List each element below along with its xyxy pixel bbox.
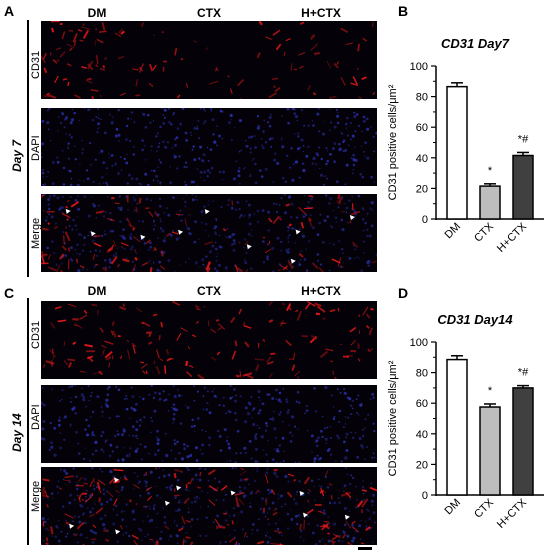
y-tick-label: 0 xyxy=(422,490,428,502)
panel-letter-c: C xyxy=(4,285,15,301)
y-axis-label: CD31 positive cells/μm² xyxy=(387,360,399,476)
y-tick-label: 40 xyxy=(416,429,428,441)
x-tick-label: H+CTX xyxy=(495,220,530,255)
day7-cd31-ctx-image xyxy=(153,21,265,99)
day14-dapi-ctx-image xyxy=(153,385,265,463)
bar-chart-day7: CD31 Day7 CD31 positive cells/μm² 0 20 40 60 8… xyxy=(387,36,544,255)
significance-marker: *# xyxy=(518,367,529,379)
chart-title: CD31 Day7 xyxy=(441,36,510,51)
day14-merge-ctx-image xyxy=(153,467,265,545)
day14-dapi-hctx-image xyxy=(265,385,377,463)
day-bracket-line xyxy=(27,298,29,545)
y-tick-label: 100 xyxy=(410,61,428,73)
column-header-ctx: CTX xyxy=(197,6,221,20)
day14-cd31-hctx-image xyxy=(265,301,377,379)
y-tick-label: 60 xyxy=(416,122,428,134)
y-tick-label: 60 xyxy=(416,398,428,410)
y-tick-label: 40 xyxy=(416,153,428,165)
day7-cd31-dm-image xyxy=(41,21,153,99)
y-tick-label: 20 xyxy=(416,459,428,471)
y-tick-label: 100 xyxy=(410,337,428,349)
column-header-dm: DM xyxy=(87,284,107,298)
day14-merge-dm-image xyxy=(41,467,153,545)
bar-chart-day14: CD31 Day14 CD31 positive cells/μm² 0 20 40 60… xyxy=(387,312,544,531)
day14-cd31-ctx-image xyxy=(153,301,265,379)
y-tick-label: 20 xyxy=(416,183,428,195)
significance-marker: *# xyxy=(518,133,529,145)
chart-title: CD31 Day14 xyxy=(437,312,513,327)
day7-dapi-dm-image xyxy=(41,108,153,186)
day14-dapi-dm-image xyxy=(41,385,153,463)
day-label: Day 7 xyxy=(10,139,24,172)
scale-bar xyxy=(358,547,372,550)
panel-letter-a: A xyxy=(4,3,15,19)
day7-dapi-ctx-image xyxy=(153,108,265,186)
day-bracket-line xyxy=(27,20,29,277)
y-tick-label: 80 xyxy=(416,368,428,380)
bar-dm xyxy=(446,358,468,496)
day7-merge-dm-image xyxy=(41,194,153,272)
column-header-hctx: H+CTX xyxy=(301,284,341,298)
panel-letter-d: D xyxy=(398,285,409,301)
day7-dapi-hctx-image xyxy=(265,108,377,186)
bar-h-ctx xyxy=(512,154,534,220)
panel-letter-b: B xyxy=(398,3,409,19)
bar-h-ctx xyxy=(512,387,534,496)
x-tick-label: CTX xyxy=(472,496,497,521)
day7-cd31-hctx-image xyxy=(265,21,377,99)
bar-ctx xyxy=(479,185,501,220)
bar-dm xyxy=(446,85,468,220)
significance-marker: * xyxy=(488,385,493,397)
x-tick-label: DM xyxy=(443,497,464,518)
x-tick-label: H+CTX xyxy=(495,496,530,531)
bar-ctx xyxy=(479,406,501,496)
day7-merge-hctx-image xyxy=(265,194,377,272)
x-tick-label: DM xyxy=(443,221,464,242)
day7-merge-ctx-image xyxy=(153,194,265,272)
day14-merge-hctx-image xyxy=(265,467,377,545)
y-tick-label: 80 xyxy=(416,92,428,104)
day-label: Day 14 xyxy=(10,413,24,452)
column-header-dm: DM xyxy=(87,6,107,20)
y-tick-label: 0 xyxy=(422,214,428,226)
column-header-ctx: CTX xyxy=(197,284,221,298)
significance-marker: * xyxy=(488,165,493,177)
y-axis-label: CD31 positive cells/μm² xyxy=(387,84,399,200)
x-tick-label: CTX xyxy=(472,220,497,245)
column-header-hctx: H+CTX xyxy=(301,6,341,20)
day14-cd31-dm-image xyxy=(41,301,153,379)
